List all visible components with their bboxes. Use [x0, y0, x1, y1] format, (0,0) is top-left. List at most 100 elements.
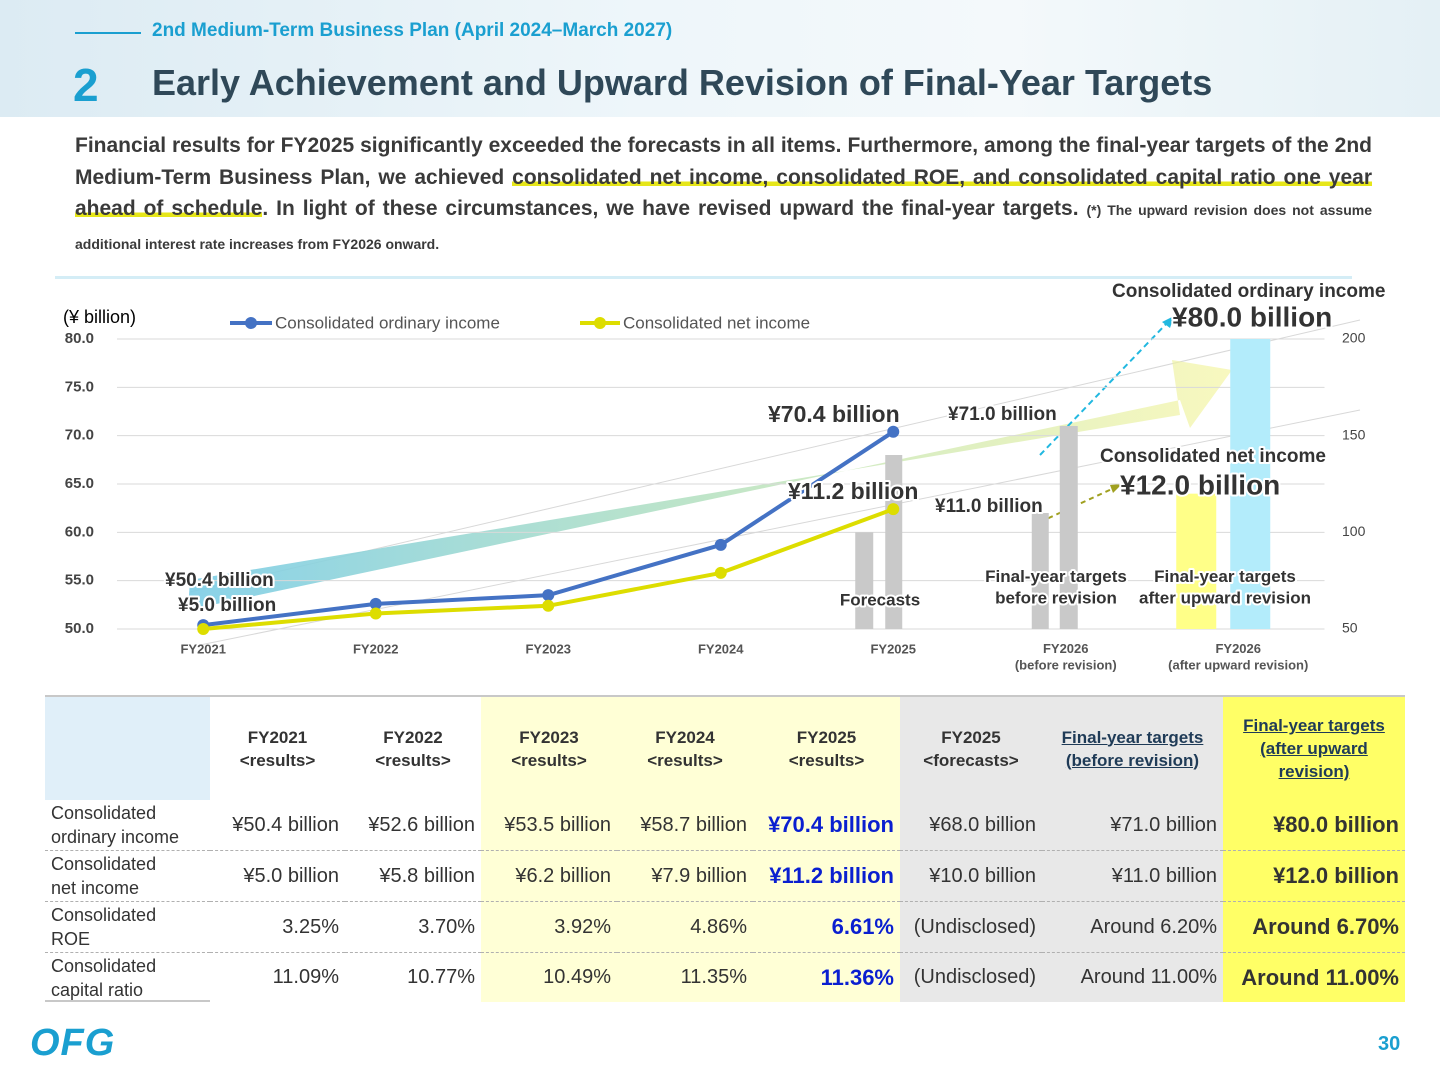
- growth-arrow: [188, 360, 1232, 610]
- table-cell: 10.77%: [345, 953, 481, 1002]
- column-header: FY2025 <forecasts>: [900, 697, 1042, 800]
- y-tick-label: 75.0: [65, 378, 94, 395]
- y-tick-label: 55.0: [65, 572, 94, 589]
- row-label: Consolidated ordinary income: [45, 800, 210, 851]
- line-point: [542, 599, 555, 612]
- line-point: [369, 607, 382, 620]
- table-cell: ¥5.8 billion: [345, 851, 481, 902]
- table-cell: 3.25%: [210, 902, 345, 953]
- row-label: Consolidated capital ratio: [51, 955, 157, 1000]
- logo: OFG: [30, 1022, 116, 1064]
- line-point: [887, 503, 900, 516]
- data-label: ¥80.0 billion: [1172, 301, 1332, 332]
- bar: [1176, 493, 1217, 629]
- y2-tick-label: 100: [1342, 523, 1366, 539]
- table-corner: [45, 697, 210, 800]
- bar: [855, 532, 874, 629]
- data-label: ¥11.0 billion: [935, 496, 1043, 517]
- line-point: [887, 425, 900, 438]
- table-cell: ¥68.0 billion: [900, 800, 1042, 851]
- table-cell: ¥50.4 billion: [210, 800, 345, 851]
- y2-tick-label: 150: [1342, 426, 1366, 442]
- data-label: ¥11.2 billion: [788, 478, 918, 504]
- line-point: [197, 623, 210, 635]
- row-label: Consolidated ROE: [45, 902, 210, 953]
- line-point: [542, 589, 555, 602]
- table-cell: Around 6.70%: [1223, 902, 1405, 953]
- table-cell: 3.92%: [481, 902, 617, 953]
- summary-text: Financial results for FY2025 significant…: [75, 134, 1372, 189]
- table-cell: (Undisclosed): [900, 902, 1042, 953]
- table-cell: Around 11.00%: [1042, 953, 1223, 1002]
- summary-note: (*) The upward revision does not assume …: [75, 202, 1372, 252]
- table-cell: ¥11.2 billion: [753, 851, 900, 902]
- annotation: Consolidated net income: [1100, 446, 1326, 467]
- y2-tick-label: 200: [1342, 330, 1366, 346]
- table-cell: ¥6.2 billion: [481, 851, 617, 902]
- chart: 50.0 55.0 60.0 65.0 70.0 75.0 80.0 50 100 150 200 F…: [63, 280, 1387, 673]
- summary-text: . In light of these circumstances, we ha…: [262, 197, 1087, 220]
- bar: [1031, 513, 1049, 629]
- table-cell: 3.70%: [345, 902, 481, 953]
- annotation: Forecasts: [840, 590, 920, 609]
- y-tick-label: 65.0: [65, 475, 94, 492]
- y-tick-label: 80.0: [65, 330, 94, 347]
- header-band: [0, 0, 1440, 117]
- section-number: 2: [73, 59, 99, 111]
- separator: [55, 276, 1352, 279]
- bar: [1059, 426, 1078, 629]
- table-cell: ¥52.6 billion: [345, 800, 481, 851]
- column-header: FY2025 <results>: [753, 697, 900, 800]
- data-label: ¥71.0 billion: [948, 404, 1057, 425]
- x-tick-label: FY2024: [698, 641, 744, 656]
- bar: [1230, 339, 1271, 629]
- x-tick-label: FY2023: [525, 641, 571, 656]
- annotation: Final-year targets before revision: [985, 567, 1127, 607]
- table-cell: Around 6.20%: [1042, 902, 1223, 953]
- row-label: Consolidated net income: [45, 851, 210, 902]
- x-tick-label: FY2026 (before revision): [1015, 641, 1117, 672]
- line-point: [369, 597, 382, 610]
- summary: Financial results for FY2025 significant…: [75, 130, 1373, 260]
- x-tick-label: FY2025: [870, 641, 916, 656]
- y-tick-label: 70.0: [65, 427, 94, 444]
- x-tick-label: FY2021: [180, 641, 226, 656]
- page-number: 30: [1378, 1033, 1401, 1055]
- decoration: [188, 316, 1361, 646]
- table-cell: 11.36%: [753, 953, 900, 1002]
- legend-label: Consolidated ordinary income: [275, 313, 500, 332]
- table-cell: ¥80.0 billion: [1223, 800, 1405, 851]
- column-header: Final-year targets (after upward revisio…: [1223, 697, 1405, 800]
- table-cell: 6.61%: [753, 902, 900, 953]
- subtitle-rule: [75, 32, 141, 34]
- title: Early Achievement and Upward Revision of…: [152, 62, 1213, 103]
- table-cell: ¥58.7 billion: [617, 800, 753, 851]
- table-cell: ¥11.0 billion: [1042, 851, 1223, 902]
- table-cell: ¥12.0 billion: [1223, 851, 1405, 902]
- bar: [885, 455, 903, 629]
- y2-tick-label: 50: [1342, 620, 1358, 636]
- data-label: ¥12.0 billion: [1120, 469, 1280, 500]
- annotation: Final-year targets after upward revision: [1139, 567, 1311, 607]
- subtitle: 2nd Medium-Term Business Plan (April 202…: [152, 20, 673, 41]
- line-point: [714, 566, 727, 579]
- table-cell: 4.86%: [617, 902, 753, 953]
- results-table: FY2021 <results> FY2022 <results> FY2023 <…: [45, 695, 1405, 1002]
- table-cell: Around 11.00%: [1223, 953, 1405, 1002]
- legend-label: Consolidated net income: [623, 313, 810, 332]
- y-tick-label: 60.0: [65, 523, 94, 540]
- table-cell: ¥53.5 billion: [481, 800, 617, 851]
- x-tick-label: FY2022: [353, 641, 399, 656]
- table-cell: ¥7.9 billion: [617, 851, 753, 902]
- table-cell: ¥71.0 billion: [1042, 800, 1223, 851]
- column-header: FY2023 <results>: [481, 697, 617, 800]
- table-cell: ¥70.4 billion: [753, 800, 900, 851]
- data-label: ¥5.0 billion: [178, 595, 276, 616]
- table-cell: 10.49%: [481, 953, 617, 1002]
- x-tick-label: FY2026 (after upward revision): [1168, 641, 1308, 672]
- column-header: FY2021 <results>: [210, 697, 345, 800]
- column-header: Final-year targets (before revision): [1042, 697, 1223, 800]
- y-tick-label: 50.0: [65, 620, 94, 637]
- annotation: Consolidated ordinary income: [1112, 281, 1385, 302]
